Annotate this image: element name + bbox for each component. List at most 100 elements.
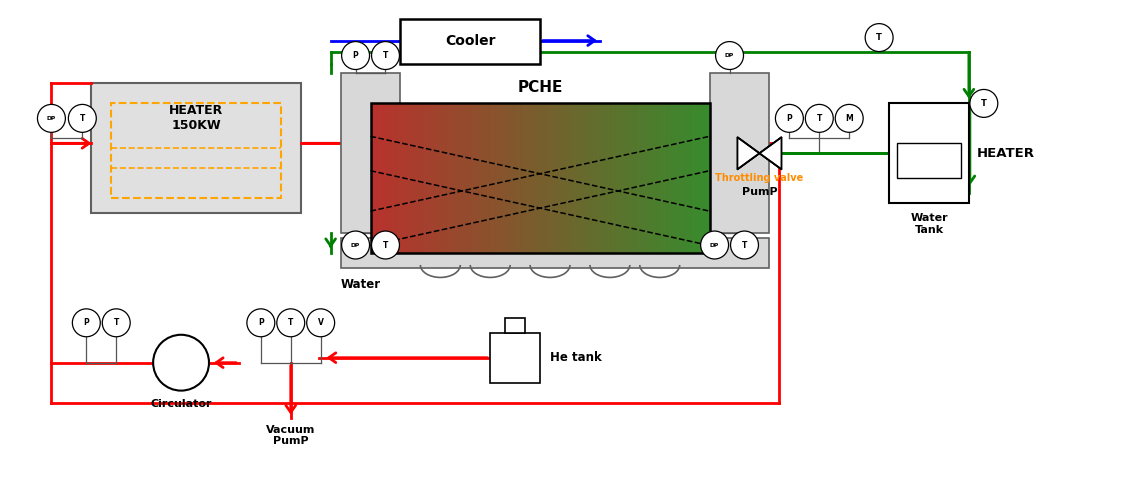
Bar (625, 104, 627, 253)
Bar (580, 104, 582, 253)
Bar (672, 104, 675, 253)
Bar (508, 104, 511, 253)
Bar (398, 104, 400, 253)
Bar (443, 104, 445, 253)
Bar (377, 104, 380, 253)
Bar (476, 104, 478, 253)
Bar (513, 104, 515, 253)
Bar (671, 104, 673, 253)
Bar (486, 104, 488, 253)
Bar (566, 104, 568, 253)
Bar (616, 104, 618, 253)
Bar (340, 238, 770, 268)
Bar (667, 104, 669, 253)
Bar (391, 104, 393, 253)
Bar (381, 104, 383, 253)
Bar (542, 104, 545, 253)
Bar (505, 104, 507, 253)
Bar (693, 104, 695, 253)
Polygon shape (738, 137, 759, 169)
Text: T: T (383, 240, 389, 249)
Bar (644, 104, 646, 253)
Bar (605, 104, 607, 253)
Bar (407, 104, 409, 253)
Bar (541, 104, 544, 253)
Bar (707, 104, 710, 253)
Text: Water: Water (340, 278, 381, 291)
Bar (653, 104, 655, 253)
Bar (512, 104, 514, 253)
Bar (594, 104, 597, 253)
Bar (519, 104, 521, 253)
Bar (495, 104, 497, 253)
Bar (532, 104, 534, 253)
Bar (424, 104, 426, 253)
Bar (706, 104, 709, 253)
Bar (592, 104, 594, 253)
Text: He tank: He tank (550, 351, 602, 364)
Bar (400, 104, 402, 253)
Bar (372, 104, 374, 253)
Bar (651, 104, 653, 253)
Bar (463, 104, 466, 253)
Bar (677, 104, 679, 253)
Bar (551, 104, 554, 253)
Bar (646, 104, 649, 253)
Circle shape (277, 309, 305, 337)
Bar (492, 104, 494, 253)
Bar (501, 104, 503, 253)
Bar (608, 104, 610, 253)
Bar (654, 104, 657, 253)
Bar (386, 104, 389, 253)
Bar (637, 104, 640, 253)
Bar (402, 104, 405, 253)
Bar (537, 104, 539, 253)
Bar (704, 104, 706, 253)
Text: T: T (79, 114, 85, 123)
Bar (479, 104, 481, 253)
Circle shape (341, 42, 370, 69)
Text: DP: DP (710, 242, 719, 247)
Bar (433, 104, 435, 253)
Bar (533, 104, 536, 253)
Bar (695, 104, 697, 253)
Bar (393, 104, 395, 253)
Bar (544, 104, 546, 253)
Bar (611, 104, 614, 253)
Bar (640, 104, 642, 253)
Bar (692, 104, 694, 253)
Bar (647, 104, 650, 253)
Bar (627, 104, 629, 253)
Bar (663, 104, 666, 253)
Bar (590, 104, 592, 253)
Bar (432, 104, 434, 253)
Bar (633, 104, 635, 253)
Bar (429, 104, 432, 253)
Bar (419, 104, 421, 253)
Bar (673, 104, 676, 253)
Bar (405, 104, 407, 253)
Bar (515, 104, 518, 253)
Bar (624, 104, 626, 253)
Bar (480, 104, 483, 253)
Bar (428, 104, 431, 253)
Bar (560, 104, 563, 253)
Bar (575, 104, 577, 253)
Bar (660, 104, 662, 253)
Text: DP: DP (46, 116, 57, 121)
Bar (650, 104, 652, 253)
Bar (681, 104, 684, 253)
Bar (417, 104, 419, 253)
Bar (383, 104, 385, 253)
Bar (434, 104, 436, 253)
Text: T: T (741, 240, 747, 249)
Bar (558, 104, 560, 253)
Bar (583, 104, 585, 253)
Bar (446, 104, 449, 253)
Bar (518, 104, 520, 253)
Text: HEATER
150KW: HEATER 150KW (168, 104, 223, 132)
Bar (632, 104, 634, 253)
Bar (530, 104, 532, 253)
Bar (686, 104, 688, 253)
Bar (490, 333, 540, 383)
